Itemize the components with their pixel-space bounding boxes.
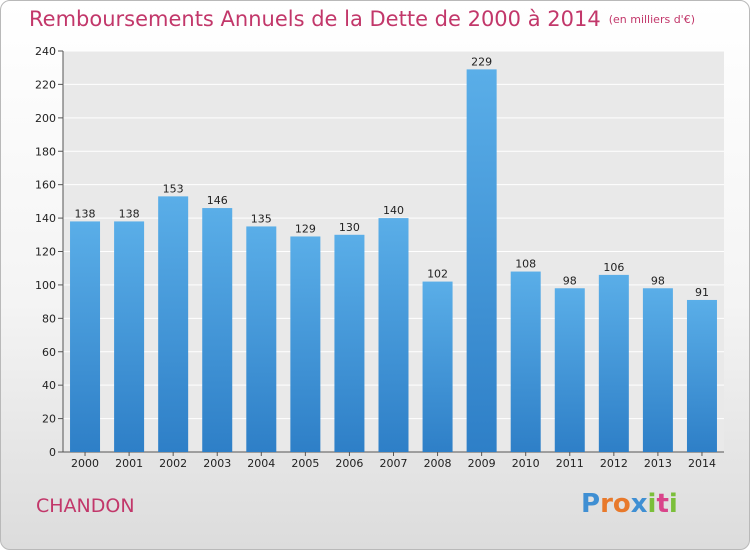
- x-tick-label: 2005: [291, 457, 319, 470]
- y-tick-label: 160: [35, 179, 56, 192]
- brand-letter: i: [647, 489, 657, 519]
- title-text: Remboursements Annuels de la Dette de 20…: [29, 7, 601, 31]
- x-tick-label: 2006: [335, 457, 363, 470]
- brand-letter: P: [581, 489, 601, 519]
- bar: [114, 221, 145, 452]
- y-tick-label: 120: [35, 246, 56, 259]
- y-tick-label: 80: [42, 312, 56, 325]
- y-tick-label: 220: [35, 78, 56, 91]
- bar: [202, 208, 233, 452]
- data-label: 229: [471, 55, 492, 68]
- x-tick-label: 2004: [247, 457, 275, 470]
- data-label: 106: [603, 261, 624, 274]
- bar: [246, 226, 277, 452]
- x-tick-label: 2007: [380, 457, 408, 470]
- bar: [642, 288, 673, 452]
- data-label: 98: [651, 274, 665, 287]
- x-tick-label: 2013: [644, 457, 672, 470]
- data-label: 102: [427, 268, 448, 281]
- y-tick-label: 180: [35, 145, 56, 158]
- data-label: 153: [163, 182, 184, 195]
- y-tick-label: 60: [42, 346, 56, 359]
- data-label: 135: [251, 212, 272, 225]
- bar: [466, 69, 497, 453]
- data-label: 140: [383, 204, 404, 217]
- bar: [70, 221, 101, 452]
- y-tick-label: 0: [49, 446, 56, 459]
- brand-letter: r: [600, 489, 613, 519]
- x-tick-label: 2001: [115, 457, 143, 470]
- brand-letter: x: [630, 489, 648, 519]
- brand-letter: o: [612, 489, 631, 519]
- y-tick-label: 240: [35, 45, 56, 58]
- bar: [598, 274, 629, 452]
- commune-name: CHANDON: [36, 495, 135, 517]
- brand-letter: t: [656, 489, 669, 519]
- x-tick-label: 2012: [600, 457, 628, 470]
- data-label: 138: [75, 207, 96, 220]
- bar: [290, 236, 321, 452]
- data-label: 98: [563, 274, 577, 287]
- data-label: 146: [207, 194, 228, 207]
- x-tick-label: 2014: [688, 457, 716, 470]
- data-label: 129: [295, 222, 316, 235]
- data-label: 138: [119, 207, 140, 220]
- chart-title: Remboursements Annuels de la Dette de 20…: [29, 7, 695, 31]
- data-label: 108: [515, 258, 536, 271]
- y-tick-label: 40: [42, 379, 56, 392]
- bar: [334, 234, 365, 452]
- y-tick-label: 100: [35, 279, 56, 292]
- x-tick-label: 2003: [203, 457, 231, 470]
- bar: [510, 271, 541, 452]
- x-tick-label: 2000: [71, 457, 99, 470]
- bar: [158, 196, 189, 452]
- x-tick-label: 2008: [424, 457, 452, 470]
- x-tick-label: 2011: [556, 457, 584, 470]
- bar: [422, 281, 453, 452]
- data-label: 91: [695, 286, 709, 299]
- unit-label: (en milliers d'€): [608, 13, 695, 26]
- y-tick-label: 140: [35, 212, 56, 225]
- brand-letter: i: [668, 489, 678, 519]
- bar: [378, 218, 409, 452]
- data-label: 130: [339, 221, 360, 234]
- y-tick-label: 200: [35, 112, 56, 125]
- x-tick-label: 2009: [468, 457, 496, 470]
- x-tick-label: 2010: [512, 457, 540, 470]
- brand-logo: Proxiti: [581, 489, 678, 519]
- y-tick-label: 20: [42, 413, 56, 426]
- bar: [554, 288, 585, 452]
- bar: [686, 299, 717, 452]
- x-tick-label: 2002: [159, 457, 187, 470]
